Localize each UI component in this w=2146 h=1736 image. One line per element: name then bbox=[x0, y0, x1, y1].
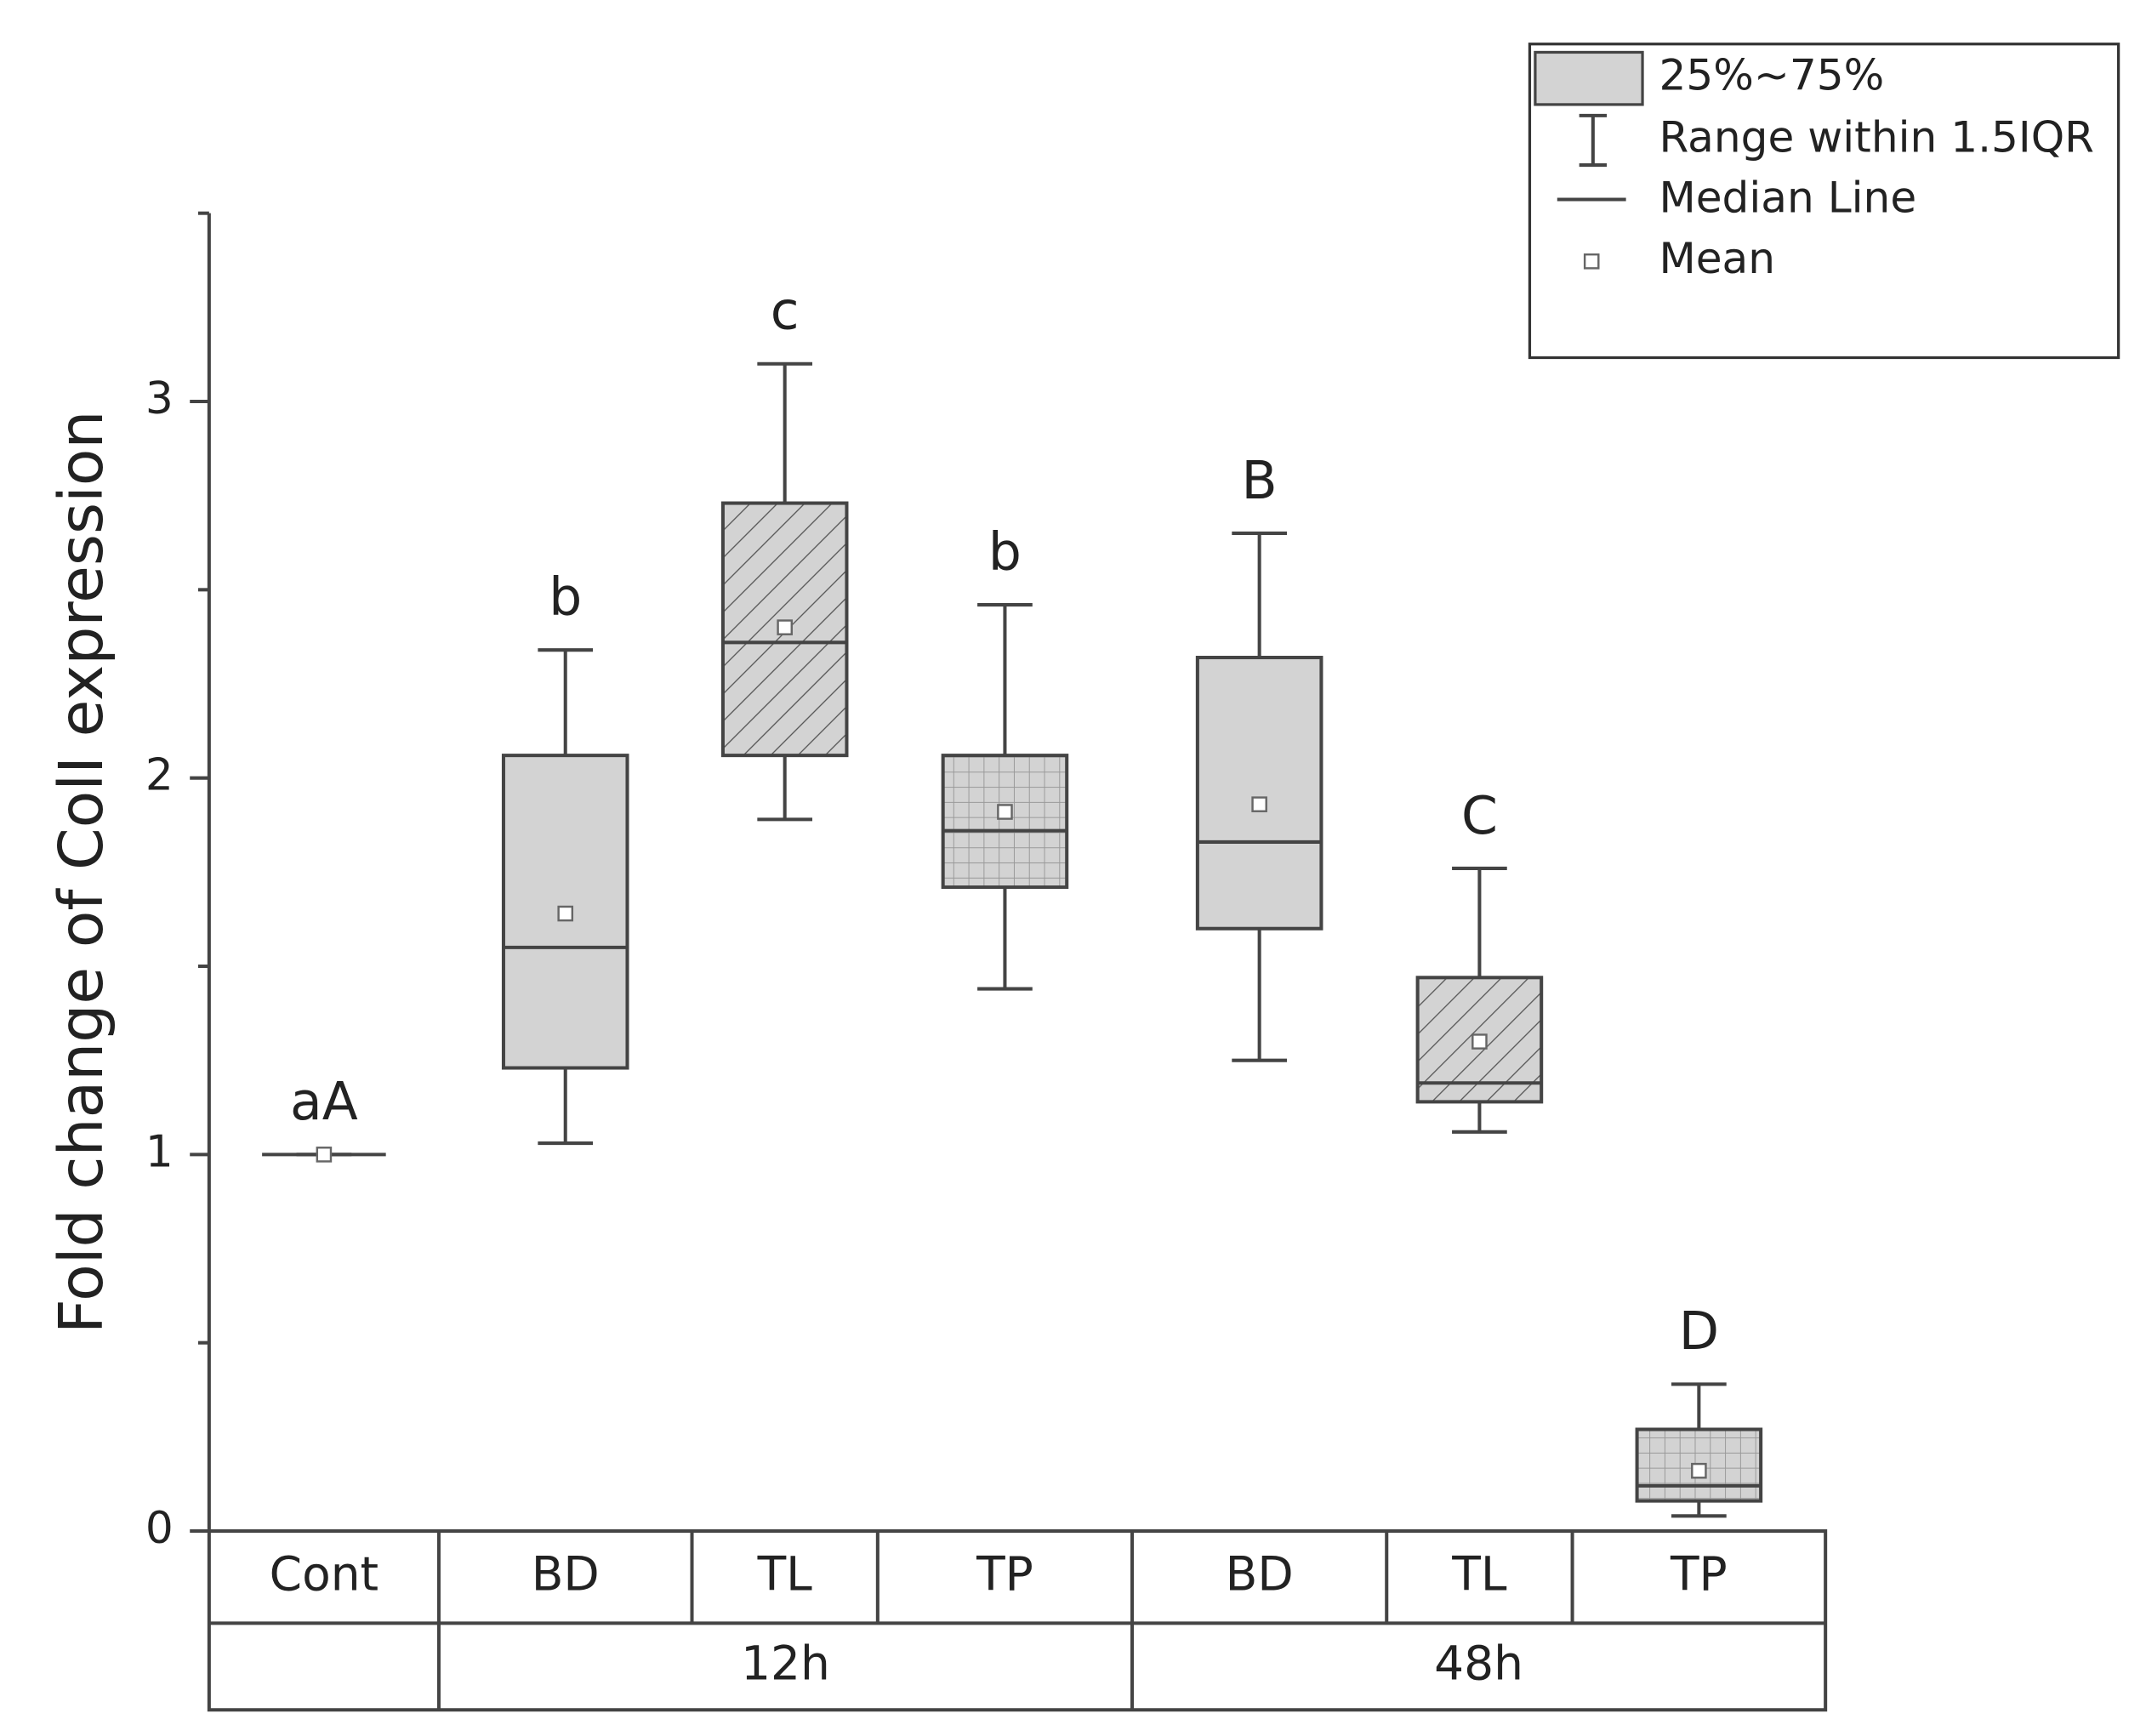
mean-marker bbox=[1691, 1462, 1707, 1479]
significance-letter: C bbox=[1461, 786, 1498, 846]
legend-whisker-swatch bbox=[1579, 113, 1608, 168]
category-label: Cont bbox=[270, 1546, 379, 1601]
significance-letter: c bbox=[771, 282, 800, 342]
mean-marker bbox=[997, 804, 1013, 820]
y-tick-label: 3 bbox=[145, 373, 174, 424]
category-label: BD bbox=[532, 1546, 600, 1601]
y-tick-label: 1 bbox=[145, 1126, 174, 1177]
group-label: 12h bbox=[741, 1636, 830, 1690]
significance-letter: D bbox=[1679, 1301, 1719, 1362]
legend-label: Range within 1.5IQR bbox=[1659, 111, 2094, 162]
legend-label: Median Line bbox=[1659, 173, 1916, 223]
category-label: TP bbox=[976, 1546, 1033, 1601]
mean-marker bbox=[1471, 1033, 1488, 1050]
category-table bbox=[207, 1529, 1828, 1712]
mean-marker bbox=[777, 619, 793, 635]
legend: 25%~75% Range within 1.5IQR Median Line … bbox=[1528, 43, 2120, 360]
box bbox=[1195, 656, 1323, 931]
category-label: TL bbox=[757, 1546, 813, 1601]
legend-label: 25%~75% bbox=[1659, 50, 1884, 100]
y-axis-label: Fold change of ColI expression bbox=[46, 411, 117, 1335]
box bbox=[941, 754, 1069, 890]
significance-letter: aA bbox=[290, 1072, 358, 1132]
box bbox=[501, 754, 629, 1070]
category-label: TL bbox=[1451, 1546, 1507, 1601]
mean-marker bbox=[1251, 796, 1267, 812]
y-tick-label: 0 bbox=[145, 1503, 174, 1554]
legend-label: Mean bbox=[1659, 233, 1775, 283]
y-tick-label: 2 bbox=[145, 750, 174, 801]
mean-marker bbox=[557, 905, 574, 922]
legend-box-swatch bbox=[1534, 50, 1644, 106]
significance-letter: b bbox=[988, 522, 1022, 583]
legend-mean-swatch bbox=[1583, 253, 1600, 270]
significance-letter: B bbox=[1242, 451, 1278, 511]
category-label: TP bbox=[1670, 1546, 1728, 1601]
significance-letter: b bbox=[549, 567, 582, 628]
group-label: 48h bbox=[1434, 1636, 1523, 1690]
category-label: BD bbox=[1226, 1546, 1294, 1601]
mean-marker bbox=[316, 1147, 333, 1163]
